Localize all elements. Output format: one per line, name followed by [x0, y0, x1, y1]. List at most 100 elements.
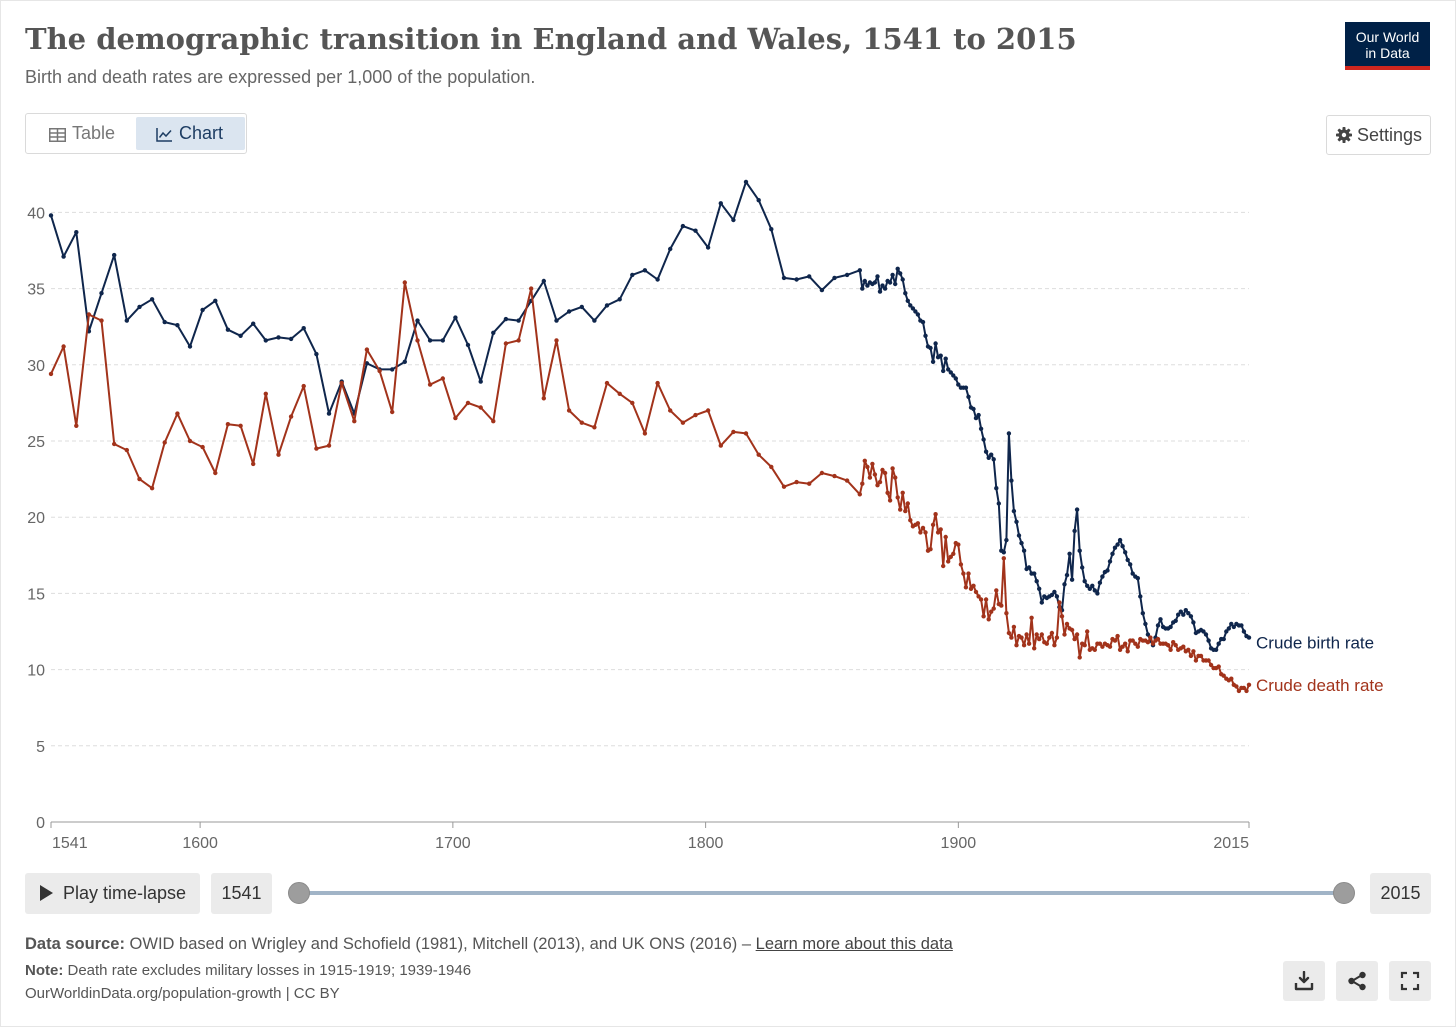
crude-death-rate-point — [1082, 643, 1087, 648]
crude-birth-rate-point — [1054, 594, 1060, 599]
series-crude-death-rate — [48, 280, 1252, 694]
crude-death-rate-point — [991, 606, 996, 611]
crude-birth-rate-point — [951, 373, 956, 378]
crude-death-rate-point — [875, 483, 880, 488]
crude-death-rate-point — [149, 486, 155, 491]
tab-table[interactable]: Table — [29, 117, 133, 150]
crude-death-rate-point — [1092, 647, 1098, 652]
crude-birth-rate-point — [1085, 583, 1090, 588]
crude-birth-rate-point — [915, 312, 921, 317]
crude-birth-rate-point — [1224, 629, 1229, 634]
crude-birth-rate-point — [402, 359, 407, 364]
crude-birth-rate-point — [1009, 478, 1014, 483]
play-timelapse-button[interactable]: Play time-lapse — [25, 873, 200, 914]
crude-birth-rate-point — [930, 359, 936, 364]
crude-death-rate-point — [1186, 647, 1191, 652]
crude-birth-rate-point — [1138, 594, 1143, 599]
fullscreen-icon — [1400, 971, 1420, 991]
crude-death-rate-point — [693, 412, 698, 418]
label-layer: Crude birth rate Crude death rate — [1256, 634, 1384, 695]
timeline-track[interactable] — [299, 891, 1344, 895]
tab-chart[interactable]: Chart — [136, 117, 245, 150]
crude-birth-rate-point — [872, 280, 878, 285]
crude-birth-rate-point — [1123, 550, 1128, 555]
crude-death-rate-point — [1155, 636, 1161, 642]
crude-death-rate-point — [1039, 632, 1045, 637]
timeline-start-handle[interactable] — [288, 882, 310, 904]
crude-death-rate-point — [1026, 641, 1032, 646]
crude-death-rate-point — [251, 461, 256, 467]
crude-birth-rate-point — [807, 274, 812, 279]
crude-death-rate-point — [516, 338, 521, 343]
y-tick-label: 35 — [27, 282, 45, 299]
source-url[interactable]: OurWorldinData.org/population-growth | C… — [25, 985, 340, 1002]
crude-birth-rate-point — [1039, 600, 1045, 605]
crude-birth-rate-point — [238, 333, 243, 338]
crude-birth-rate-point — [1216, 641, 1221, 646]
crude-death-rate-point — [930, 522, 936, 527]
crude-death-rate-point — [137, 476, 142, 482]
crude-death-rate-point — [1011, 624, 1017, 630]
crude-birth-rate-point — [887, 280, 893, 285]
download-button[interactable] — [1283, 961, 1325, 1001]
crude-birth-rate-point — [794, 277, 799, 282]
crude-death-rate-point — [882, 470, 888, 476]
timeline-end-handle[interactable] — [1333, 882, 1355, 904]
crude-death-rate-point — [1216, 664, 1221, 669]
crude-death-rate-point — [1077, 655, 1082, 660]
crude-death-rate-point — [963, 585, 969, 590]
crude-birth-rate-point — [963, 385, 969, 390]
crude-birth-rate-point — [124, 318, 129, 323]
crude-birth-rate-point — [928, 345, 933, 351]
crude-birth-rate-point — [617, 297, 622, 302]
crude-birth-rate-point — [390, 367, 395, 372]
crude-death-rate-point — [872, 472, 878, 477]
crude-birth-rate-point — [956, 382, 961, 387]
crude-birth-rate-point — [1049, 592, 1055, 598]
crude-birth-rate-point — [1019, 540, 1024, 546]
crude-birth-rate-point — [1221, 636, 1226, 642]
crude-death-rate-point — [1006, 630, 1012, 636]
crude-death-rate-point — [986, 617, 991, 622]
y-tick-label: 0 — [36, 815, 45, 832]
crude-birth-rate-point — [630, 272, 635, 278]
crude-birth-rate-point — [1135, 576, 1141, 581]
download-icon — [1294, 970, 1314, 991]
crude-birth-rate-point — [1183, 608, 1189, 613]
learn-more-link[interactable]: Learn more about this data — [755, 935, 953, 953]
crude-birth-rate-point — [971, 406, 976, 412]
crude-birth-rate-point — [860, 286, 865, 291]
tab-chart-label: Chart — [179, 123, 224, 143]
crude-death-rate-point — [377, 368, 382, 374]
crude-birth-rate-point — [943, 356, 948, 361]
y-tick-label: 10 — [27, 663, 45, 680]
owid-logo[interactable]: Our World in Data — [1345, 22, 1430, 70]
crude-death-rate-point — [1191, 649, 1196, 654]
crude-death-rate-point — [1188, 653, 1194, 659]
crude-birth-rate-point — [1097, 580, 1103, 585]
crude-birth-rate-point — [137, 304, 142, 310]
crude-death-rate-point — [314, 446, 319, 451]
crude-birth-rate-point — [1115, 542, 1120, 547]
crude-death-rate-point — [880, 467, 885, 473]
line-chart-icon — [156, 128, 172, 142]
crude-death-rate-point — [529, 286, 534, 291]
crude-death-rate-point — [819, 470, 825, 476]
crude-death-rate-point — [948, 554, 953, 559]
crude-death-rate-point — [956, 542, 961, 547]
crude-birth-rate-point — [731, 217, 736, 223]
share-button[interactable] — [1336, 961, 1378, 1001]
crude-birth-rate-point — [1140, 611, 1146, 616]
crude-death-rate-point — [893, 475, 898, 480]
crude-death-rate-point — [592, 425, 597, 430]
x-tick-label: 1700 — [435, 835, 471, 852]
crude-death-rate-point — [1221, 673, 1226, 678]
crude-birth-rate-point — [1077, 548, 1082, 553]
note-label: Note: — [25, 962, 64, 979]
fullscreen-button[interactable] — [1389, 961, 1431, 1001]
crude-death-rate-point — [903, 508, 908, 514]
crude-death-rate-point — [1234, 684, 1239, 689]
settings-button[interactable]: Settings — [1326, 115, 1431, 155]
crude-birth-rate-point — [1186, 611, 1191, 616]
settings-label: Settings — [1357, 125, 1423, 145]
